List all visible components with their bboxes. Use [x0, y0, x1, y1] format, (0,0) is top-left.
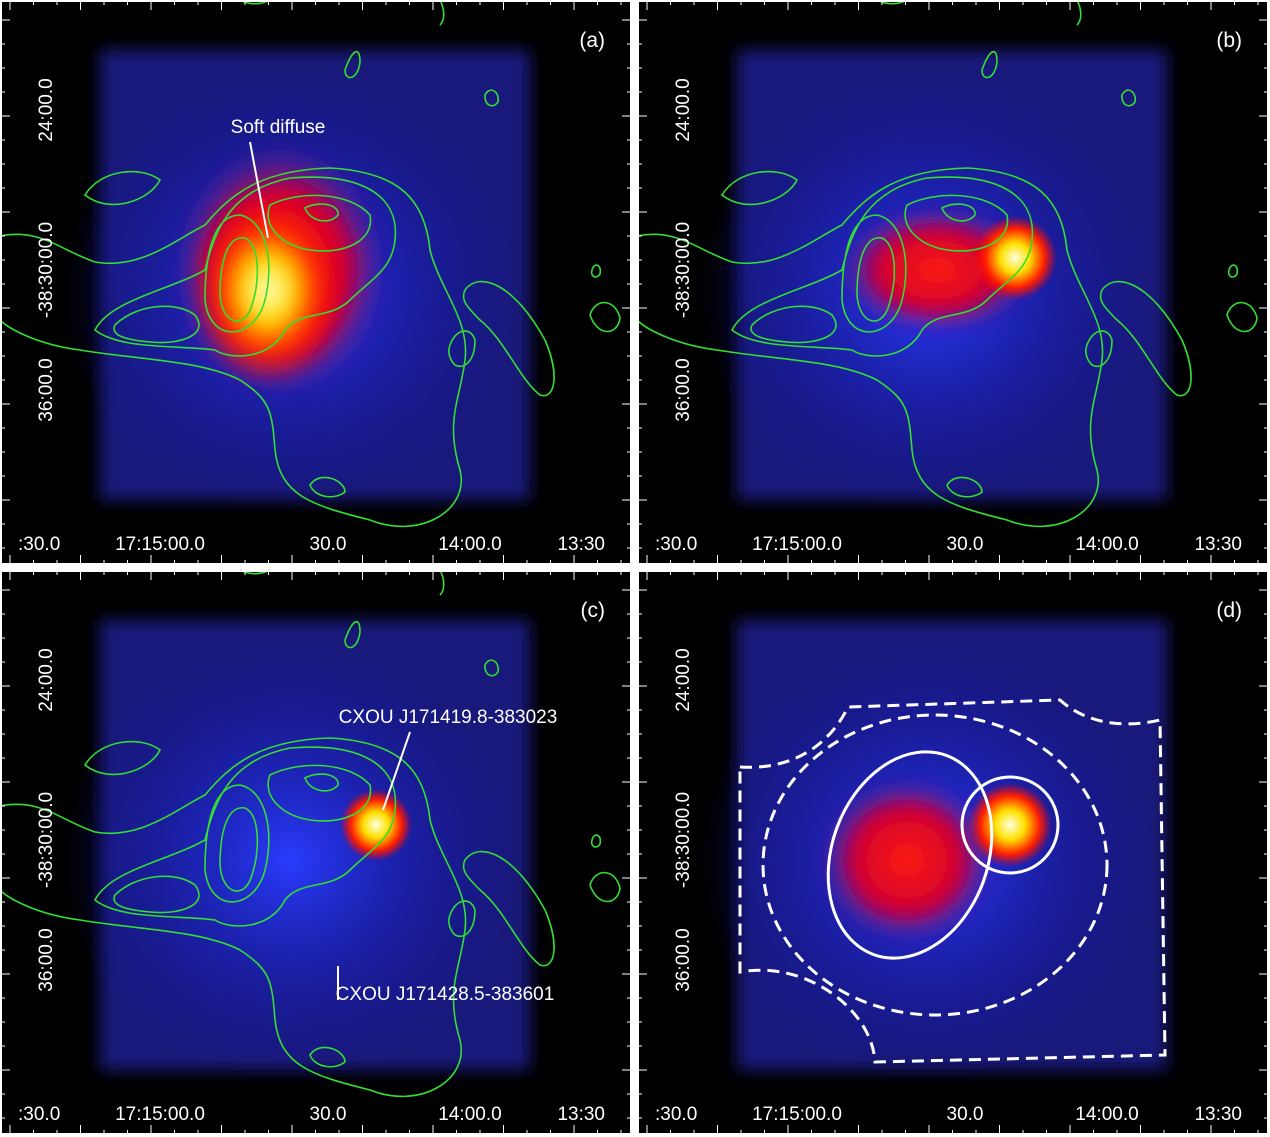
panel-label: (b) [1216, 29, 1242, 52]
x-tick-label: 13:30 [557, 1104, 605, 1125]
y-tick-label: 24:00.0 [673, 78, 694, 141]
y-tick-label: 36:00.0 [673, 928, 694, 991]
panel-label: (c) [581, 599, 606, 622]
x-tick-label: 30.0 [947, 534, 984, 555]
x-tick-label: 14:00.0 [438, 534, 501, 555]
annotation: Soft diffuse [231, 117, 326, 138]
point-source [973, 216, 1057, 300]
panel-label: (d) [1216, 599, 1242, 622]
x-tick-label: :30.0 [655, 1104, 697, 1125]
y-tick-label: 24:00.0 [673, 648, 694, 711]
panel: :30.0 17:15:00.0 30.0 14:00.0 13:30 24:00.0 -3… [637, 0, 1269, 565]
y-tick-label: -38:30:00.0 [36, 222, 57, 318]
diffuse-core [60, 640, 520, 1080]
x-tick-label: 30.0 [947, 1104, 984, 1125]
y-tick-label: -38:30:00.0 [673, 792, 694, 888]
y-tick-label: 36:00.0 [36, 358, 57, 421]
x-tick-label: 30.0 [310, 534, 347, 555]
panel: :30.0 17:15:00.0 30.0 14:00.0 13:30 24:00.0 -3… [0, 0, 632, 565]
figure-canvas: :30.0 17:15:00.0 30.0 14:00.0 13:30 24:00.0 -3… [0, 0, 1270, 1137]
y-tick-label: 36:00.0 [673, 358, 694, 421]
x-tick-label: 17:15:00.0 [752, 1104, 842, 1125]
annotation: CXOU J171428.5-383601 [336, 984, 555, 1005]
x-tick-label: 13:30 [557, 534, 605, 555]
y-tick-label: 24:00.0 [36, 78, 57, 141]
x-tick-label: :30.0 [18, 1104, 60, 1125]
panel: :30.0 17:15:00.0 30.0 14:00.0 13:30 24:00.0 -3… [0, 570, 632, 1135]
y-tick-label: 36:00.0 [36, 928, 57, 991]
panel-label: (a) [579, 29, 605, 52]
x-tick-label: 17:15:00.0 [752, 534, 842, 555]
x-tick-label: :30.0 [655, 534, 697, 555]
figure: :30.0 17:15:00.0 30.0 14:00.0 13:30 24:00.0 -3… [0, 0, 1270, 1137]
y-tick-label: -38:30:00.0 [36, 792, 57, 888]
x-tick-label: 17:15:00.0 [115, 534, 205, 555]
point-source [340, 789, 412, 861]
point-source [968, 783, 1052, 867]
x-tick-label: 13:30 [1194, 534, 1242, 555]
panel: :30.0 17:15:00.0 30.0 14:00.0 13:30 24:00.0 -3… [637, 570, 1269, 1135]
x-tick-label: 14:00.0 [438, 1104, 501, 1125]
x-tick-label: 17:15:00.0 [115, 1104, 205, 1125]
y-tick-label: -38:30:00.0 [673, 222, 694, 318]
x-tick-label: :30.0 [18, 534, 60, 555]
x-tick-label: 14:00.0 [1075, 534, 1138, 555]
x-tick-label: 14:00.0 [1075, 1104, 1138, 1125]
y-tick-label: 24:00.0 [36, 648, 57, 711]
annotation: CXOU J171419.8-383023 [339, 707, 558, 728]
emission-hot [193, 195, 343, 385]
x-tick-label: 13:30 [1194, 1104, 1242, 1125]
x-tick-label: 30.0 [310, 1104, 347, 1125]
